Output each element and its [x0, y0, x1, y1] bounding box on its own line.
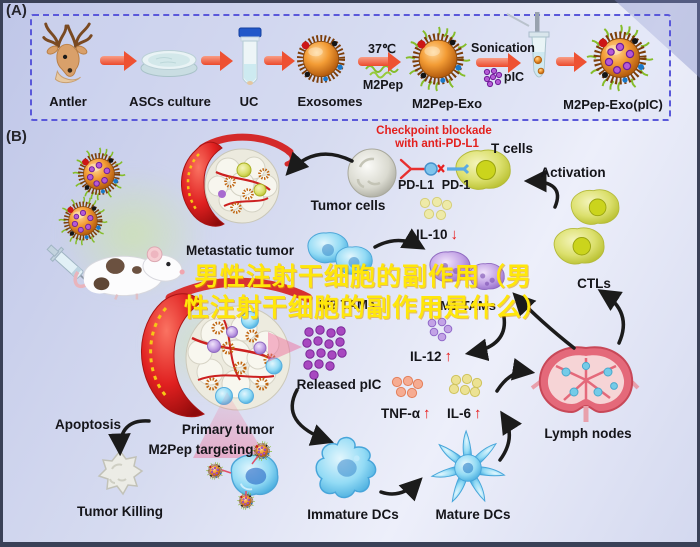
il12-label: IL-12 — [410, 349, 442, 364]
tumor-cell-icon — [347, 148, 397, 198]
m2pep-exo-pic-label: M2Pep-Exo(pIC) — [563, 97, 663, 112]
centrifuge-tube-icon — [238, 27, 262, 85]
exosome-m2pep-pic-icon — [586, 24, 654, 92]
process-arrow — [358, 57, 388, 66]
tnfa-label: TNF-α — [381, 406, 421, 421]
lymph-nodes-label: Lymph nodes — [544, 426, 632, 441]
dead-tumor-cell-icon — [97, 449, 144, 496]
mature-dc-icon — [430, 429, 506, 503]
mouse-icon — [73, 246, 185, 300]
ctls-label: CTLs — [577, 276, 611, 291]
exosome-m2pep-icon — [405, 26, 471, 92]
ascs-culture-label: ASCs culture — [129, 94, 211, 109]
exosome-m2pep-pic-icon — [72, 147, 126, 201]
process-arrow — [556, 57, 574, 66]
anti-pd-l1-antibody-icon — [399, 158, 470, 180]
il10-label: IL-10 — [416, 227, 448, 242]
watermark-line2: 性注射干细胞的副作用是什么） — [183, 293, 549, 322]
exosomes-label: Exosomes — [297, 94, 363, 109]
petri-dish-icon — [140, 50, 198, 77]
process-arrow — [100, 56, 124, 65]
uc-label: UC — [239, 94, 259, 109]
m1-mini-dots — [427, 317, 453, 342]
exosome-m2pep-pic-icon — [206, 462, 224, 480]
down-arrow-icon: ↓ — [450, 226, 459, 243]
m1-tams-label: M1 TAMs — [439, 298, 497, 313]
tnf-dots — [391, 375, 424, 399]
metastatic-tumor-image — [181, 133, 295, 227]
apoptosis-label: Apoptosis — [55, 417, 121, 432]
il10-indicator: IL-10 ↓ — [416, 227, 458, 242]
antler-label: Antler — [49, 94, 87, 109]
up-arrow-icon: ↑ — [474, 405, 482, 422]
il10-dots — [419, 196, 453, 221]
panel-a-label: (A) — [6, 2, 27, 19]
pic-label: pIC — [503, 70, 525, 84]
pd-1-label: PD-1 — [441, 178, 471, 192]
checkpoint-line1: Checkpoint blockade — [376, 125, 492, 137]
t-cells-label: T cells — [490, 141, 534, 156]
sonication-tube-icon — [506, 12, 550, 78]
watermark-line1: 男性注射干细胞的副作用（男 — [193, 262, 533, 291]
up-arrow-icon: ↑ — [444, 348, 453, 365]
checkpoint-line2: with anti-PD-L1 — [395, 138, 479, 150]
deer-icon — [42, 22, 93, 84]
immature-dc-icon — [315, 436, 377, 499]
il6-indicator: IL-6 ↑ — [447, 406, 482, 421]
arrow-lymph-to-ctls — [597, 289, 626, 345]
up-arrow-icon: ↑ — [423, 405, 431, 422]
il6-dots — [448, 373, 483, 398]
temperature-label: 37℃ — [368, 42, 396, 56]
arrow-activation — [523, 169, 560, 209]
targeted-macrophage-icon — [230, 454, 279, 496]
arrow-il6-to-lymph — [495, 358, 536, 393]
exosome-m2pep-pic-icon — [252, 441, 272, 461]
il6-label: IL-6 — [447, 406, 472, 421]
sonication-label: Sonication — [471, 41, 535, 55]
m2pep-exo-label: M2Pep-Exo — [411, 96, 483, 111]
arrow-m2-to-m1 — [373, 228, 426, 250]
m2-tams-label: M2 TAMs — [318, 297, 376, 312]
activation-label: Activation — [540, 165, 606, 180]
process-arrow — [201, 56, 220, 65]
exosome-icon — [292, 30, 350, 88]
lymph-node-icon — [530, 346, 640, 422]
tnfa-indicator: TNF-α ↑ — [381, 406, 431, 421]
primary-tumor-image — [141, 277, 313, 418]
immature-dcs-label: Immature DCs — [307, 507, 399, 522]
panel-b-label: (B) — [6, 128, 27, 145]
ctl-cell-icon — [553, 227, 605, 265]
tumor-cells-label: Tumor cells — [310, 198, 386, 213]
m2pep-label: M2Pep — [362, 78, 404, 92]
released-pic-label: Released pIC — [296, 377, 382, 392]
process-arrow — [476, 58, 508, 67]
pd-l1-label: PD-L1 — [397, 178, 435, 192]
primary-tumor-label: Primary tumor — [181, 422, 275, 437]
process-arrow — [264, 56, 282, 65]
m2pep-targeting-label: M2Pep targeting — [148, 442, 254, 457]
released-pic-dots — [302, 325, 347, 380]
tumor-killing-label: Tumor Killing — [77, 504, 163, 519]
exosome-m2pep-pic-icon — [237, 492, 255, 510]
metastatic-tumor-label: Metastatic tumor — [185, 243, 295, 258]
arrow-immature-to-mature-dc — [379, 477, 423, 502]
mature-dcs-label: Mature DCs — [435, 507, 511, 522]
pic-cluster-icon — [483, 67, 503, 88]
il12-indicator: IL-12 ↑ — [410, 349, 452, 364]
